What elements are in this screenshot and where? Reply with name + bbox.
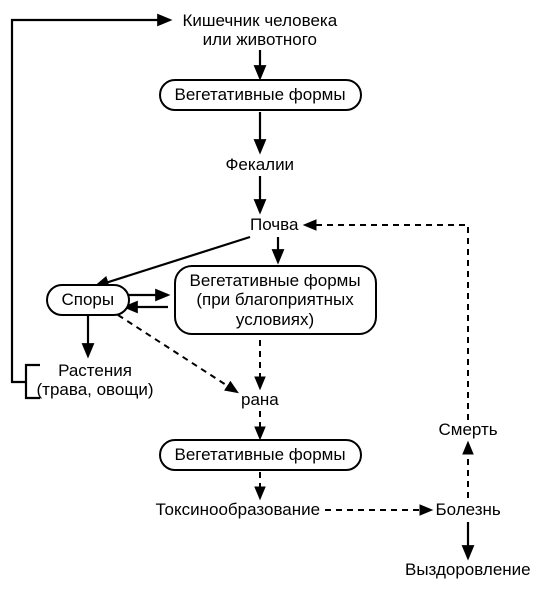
node-n13: Смерть xyxy=(439,420,498,440)
node-n2: Вегетативные формы xyxy=(159,79,362,111)
node-n11: Болезнь xyxy=(436,500,501,520)
diagram-canvas: Кишечник человека или животного Вегетатив… xyxy=(0,0,549,599)
node-n8: рана xyxy=(241,390,279,410)
node-n7: Растения (трава, овощи) xyxy=(37,361,154,400)
node-n4: Почва xyxy=(250,215,298,235)
node-n5: Споры xyxy=(46,284,131,316)
node-n6: Вегетативные формы (при благоприятных ус… xyxy=(174,265,377,336)
node-n10: Токсинообразование xyxy=(156,500,321,520)
node-n1: Кишечник человека или животного xyxy=(183,11,338,50)
node-n12: Выздоровление xyxy=(405,560,531,580)
node-n9: Вегетативные формы xyxy=(159,439,362,471)
node-n3: Фекалии xyxy=(226,155,295,175)
